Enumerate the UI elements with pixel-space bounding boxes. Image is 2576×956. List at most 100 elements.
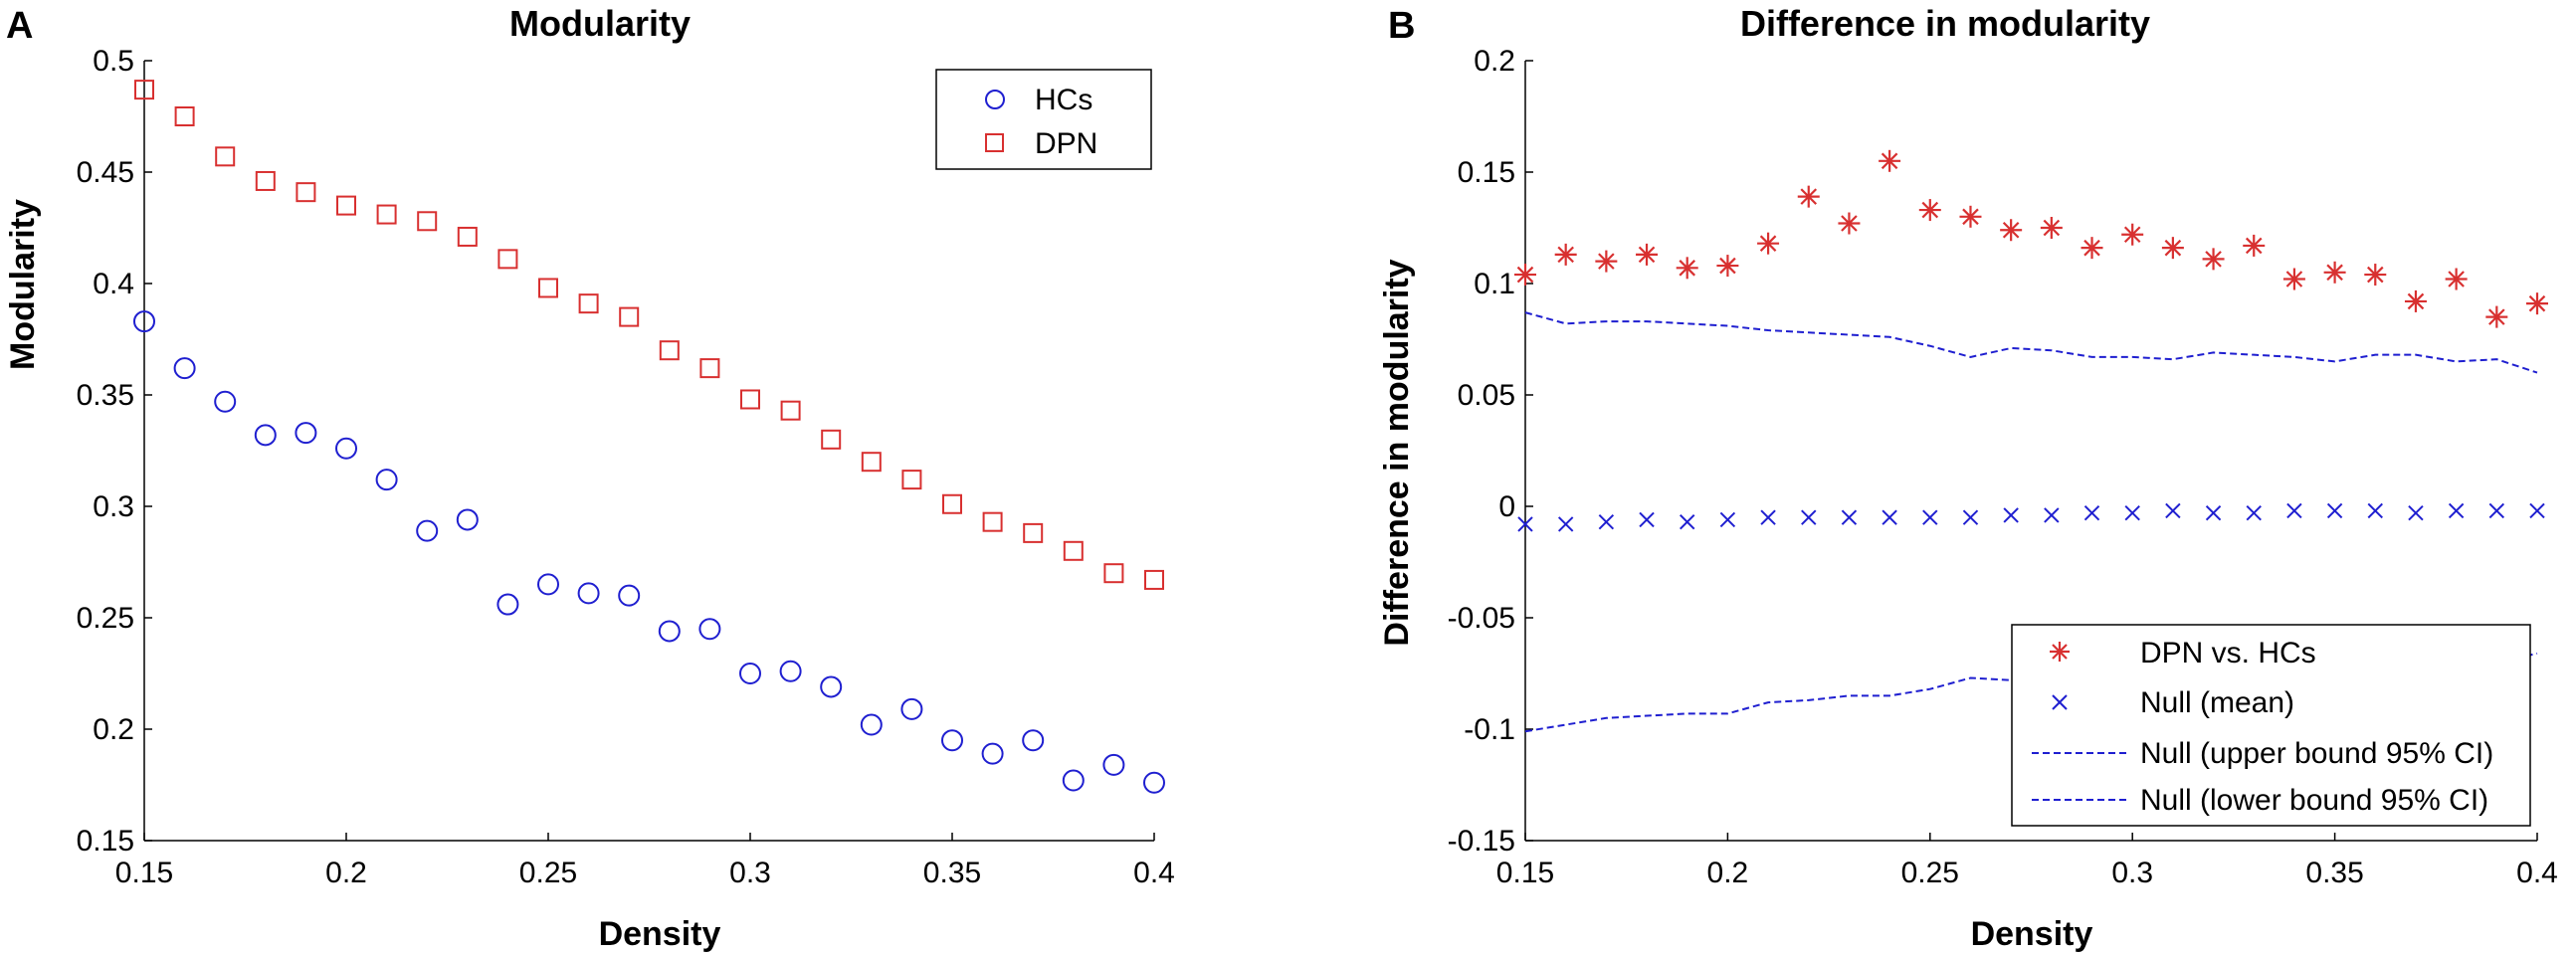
point-dpn-vs-hcs [2526,292,2548,315]
point-dpn [538,278,558,298]
legend-marker-null-mean [2052,694,2068,710]
point-null-mean [2165,502,2181,519]
y-tick-label: 0.1 [1474,268,1515,300]
point-null-mean [2044,507,2060,523]
point-dpn [578,293,599,314]
point-null-mean [2083,505,2100,521]
legend-marker-hcs [985,90,1005,109]
point-null-mean [1598,513,1615,530]
point-dpn [1144,569,1164,590]
point-dpn [497,249,518,270]
point-hcs [1143,771,1165,794]
point-null-mean [2003,507,2019,523]
point-dpn [982,511,1003,532]
point-dpn [861,452,882,473]
point-dpn-vs-hcs [2121,223,2144,246]
y-tick-label: 0.3 [93,490,134,523]
point-null-mean [1639,511,1655,528]
y-tick-label: 0.2 [93,713,134,746]
x-tick-label: 0.15 [115,857,173,889]
y-tick-label: -0.05 [1448,602,1515,635]
point-null-mean [2205,505,2222,521]
point-dpn [659,340,680,361]
point-null-mean [2529,502,2545,519]
point-dpn [296,182,316,203]
point-dpn [821,429,842,450]
x-tick-label: 0.25 [519,857,577,889]
y-tick-label: 0 [1498,490,1515,523]
x-tick-label: 0.15 [1496,857,1554,889]
x-tick-label: 0.3 [729,857,771,889]
y-tick-label: 0.35 [77,379,134,412]
point-null-mean [2124,505,2140,521]
point-dpn-vs-hcs [1797,185,1820,208]
point-dpn [901,470,922,490]
legend-box-b [2011,624,2531,827]
point-dpn-vs-hcs [1554,243,1577,266]
legend-label-null-upper: Null (upper bound 95% CI) [2140,737,2493,770]
point-null-mean [1841,509,1858,525]
x-tick-label: 0.3 [2111,857,2153,889]
point-dpn-vs-hcs [1595,250,1618,273]
point-hcs [295,422,317,445]
point-dpn [255,170,276,191]
point-hcs [1102,753,1125,776]
x-tick-label: 0.4 [1133,857,1175,889]
x-tick-label: 0.35 [923,857,981,889]
point-null-mean [1680,513,1695,530]
point-dpn [134,80,154,100]
point-dpn-vs-hcs [1838,212,1861,235]
legend-label-dpn: DPN [1035,127,1097,160]
point-hcs [820,675,843,698]
point-dpn-vs-hcs [1757,232,1780,255]
point-null-mean [2367,502,2383,519]
point-dpn [1023,522,1044,543]
point-dpn [215,146,236,167]
legend-label-hcs: HCs [1035,84,1092,116]
point-hcs [577,582,600,605]
legend-b: DPN vs. HCs Null (mean) Null (upper boun… [2011,624,2531,827]
x-axis-label-a: Density [599,915,721,953]
legend-a: HCs DPN [935,69,1152,170]
y-tick-label: 0.45 [77,156,134,189]
point-dpn [780,400,801,421]
point-dpn-vs-hcs [1636,243,1659,266]
point-hcs [375,469,398,491]
legend-label-dpn-vs-hcs: DPN vs. HCs [2140,637,2316,669]
point-dpn-vs-hcs [2161,237,2184,260]
point-null-mean [2326,502,2343,519]
point-hcs [860,713,883,736]
y-axis-label-b: Difference in modularity [1378,259,1416,646]
point-null-mean [1517,516,1533,532]
y-tick-label: 0.15 [77,825,134,858]
point-hcs [214,390,237,413]
legend-label-null-lower: Null (lower bound 95% CI) [2140,784,2488,817]
point-dpn [740,389,760,410]
marks-a [133,80,1165,794]
panel-b-difference: B Difference in modularity Density Diffe… [1378,3,2558,953]
point-dpn [336,195,356,216]
point-dpn [1103,563,1124,584]
point-hcs [981,742,1004,765]
point-dpn-vs-hcs [2323,261,2346,284]
point-hcs [254,424,277,447]
point-null-mean [2286,502,2302,519]
point-null-mean [2448,502,2465,519]
point-null-mean [1962,509,1979,525]
y-tick-label: 0.4 [93,268,134,300]
point-null-mean [1882,509,1897,525]
point-null-mean [2246,505,2262,521]
x-tick-label: 0.2 [325,857,367,889]
point-hcs [1062,769,1085,792]
legend-box-a [935,69,1152,170]
point-hcs [739,663,761,684]
panel-a-modularity: A Modularity Density Modularity 0.15 0.2 0… [4,3,1175,953]
point-hcs [941,729,963,752]
y-tick-label: 0.05 [1458,379,1515,412]
y-tick-label: -0.1 [1464,713,1515,746]
point-null-mean [1760,509,1776,525]
point-dpn [942,493,962,514]
point-hcs [173,357,196,380]
point-null-mean [1557,516,1574,532]
